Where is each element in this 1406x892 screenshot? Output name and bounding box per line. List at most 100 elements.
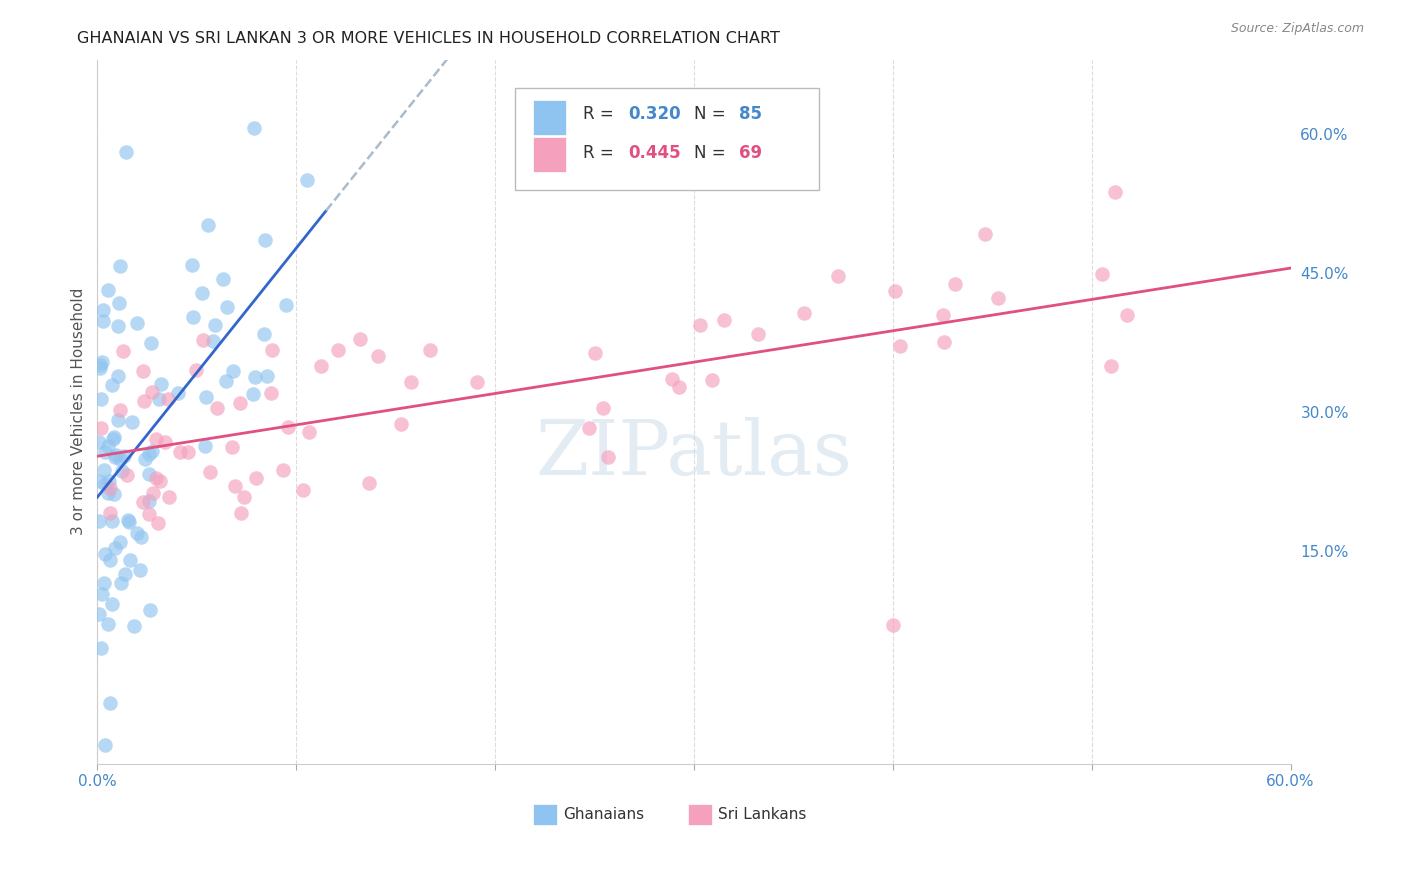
Point bbox=[1115, 309, 1137, 323]
Point bbox=[97, 474, 120, 488]
Point bbox=[987, 291, 1010, 305]
Point bbox=[221, 440, 243, 454]
Point bbox=[583, 346, 606, 360]
Point bbox=[232, 490, 254, 504]
Point bbox=[713, 313, 735, 327]
FancyBboxPatch shape bbox=[515, 87, 820, 190]
Point bbox=[274, 298, 297, 312]
Text: 0.320: 0.320 bbox=[628, 105, 681, 123]
Point bbox=[467, 376, 489, 390]
Point bbox=[292, 483, 315, 498]
Point bbox=[121, 416, 143, 430]
Point bbox=[202, 334, 225, 348]
Point bbox=[149, 474, 172, 488]
Point bbox=[349, 332, 371, 346]
Point bbox=[212, 272, 235, 286]
Point bbox=[108, 402, 131, 417]
Point bbox=[118, 553, 141, 567]
Point bbox=[107, 369, 129, 384]
Point bbox=[169, 445, 191, 459]
Point bbox=[242, 387, 264, 401]
Bar bbox=[533, 804, 557, 825]
Text: Source: ZipAtlas.com: Source: ZipAtlas.com bbox=[1230, 22, 1364, 36]
Point bbox=[1104, 186, 1126, 200]
Point bbox=[793, 306, 815, 320]
Point bbox=[132, 494, 155, 508]
Point bbox=[138, 467, 160, 481]
Point bbox=[277, 419, 299, 434]
Point bbox=[222, 363, 245, 377]
Point bbox=[328, 343, 350, 357]
Point bbox=[97, 486, 120, 500]
Point bbox=[94, 547, 117, 561]
Text: 69: 69 bbox=[740, 145, 762, 162]
Point bbox=[96, 617, 118, 632]
Point bbox=[101, 432, 124, 446]
Point bbox=[231, 506, 253, 520]
Point bbox=[148, 392, 170, 406]
Point bbox=[98, 481, 121, 495]
Point bbox=[700, 373, 723, 387]
Point bbox=[1091, 267, 1114, 281]
Point bbox=[103, 429, 125, 443]
Point bbox=[253, 326, 276, 341]
Point bbox=[183, 310, 205, 324]
Point bbox=[111, 464, 134, 478]
Point bbox=[111, 344, 134, 359]
Point bbox=[89, 475, 111, 489]
Point bbox=[89, 434, 111, 449]
Point bbox=[253, 233, 276, 247]
Point bbox=[827, 269, 849, 284]
Point bbox=[128, 563, 150, 577]
Bar bbox=[688, 804, 711, 825]
Point bbox=[198, 465, 221, 479]
Point bbox=[105, 448, 128, 462]
Point bbox=[157, 392, 180, 406]
Point bbox=[110, 259, 132, 273]
Point bbox=[295, 173, 318, 187]
Point bbox=[145, 471, 167, 485]
Point bbox=[138, 493, 160, 508]
Point bbox=[127, 525, 149, 540]
Text: 0.445: 0.445 bbox=[628, 145, 681, 162]
Point bbox=[118, 515, 141, 529]
Point bbox=[127, 316, 149, 330]
Point bbox=[93, 463, 115, 477]
Text: GHANAIAN VS SRI LANKAN 3 OR MORE VEHICLES IN HOUSEHOLD CORRELATION CHART: GHANAIAN VS SRI LANKAN 3 OR MORE VEHICLE… bbox=[77, 31, 780, 46]
Point bbox=[205, 401, 228, 416]
Point bbox=[149, 376, 172, 391]
Point bbox=[91, 314, 114, 328]
Point bbox=[138, 447, 160, 461]
Point bbox=[689, 318, 711, 332]
Point bbox=[260, 343, 283, 358]
Point bbox=[184, 362, 207, 376]
Point bbox=[197, 219, 219, 233]
Point bbox=[104, 450, 127, 465]
Point bbox=[90, 640, 112, 655]
Bar bbox=[533, 100, 567, 135]
Point bbox=[297, 425, 319, 439]
Bar bbox=[533, 137, 567, 172]
Point bbox=[141, 443, 163, 458]
Point bbox=[932, 308, 955, 322]
Point bbox=[94, 445, 117, 459]
Point bbox=[260, 386, 283, 401]
Point bbox=[243, 120, 266, 135]
Point bbox=[91, 302, 114, 317]
Point bbox=[110, 575, 132, 590]
Point bbox=[167, 386, 190, 401]
Point bbox=[153, 435, 176, 450]
Point bbox=[97, 283, 120, 297]
Point bbox=[245, 471, 267, 485]
Point bbox=[89, 359, 111, 373]
Point bbox=[91, 587, 114, 601]
Point bbox=[89, 514, 111, 528]
Point bbox=[141, 485, 163, 500]
Point bbox=[243, 370, 266, 384]
Point bbox=[181, 258, 204, 272]
Point bbox=[229, 396, 252, 410]
Point bbox=[107, 413, 129, 427]
Point bbox=[661, 372, 683, 386]
Point bbox=[309, 359, 332, 374]
Point bbox=[108, 295, 131, 310]
